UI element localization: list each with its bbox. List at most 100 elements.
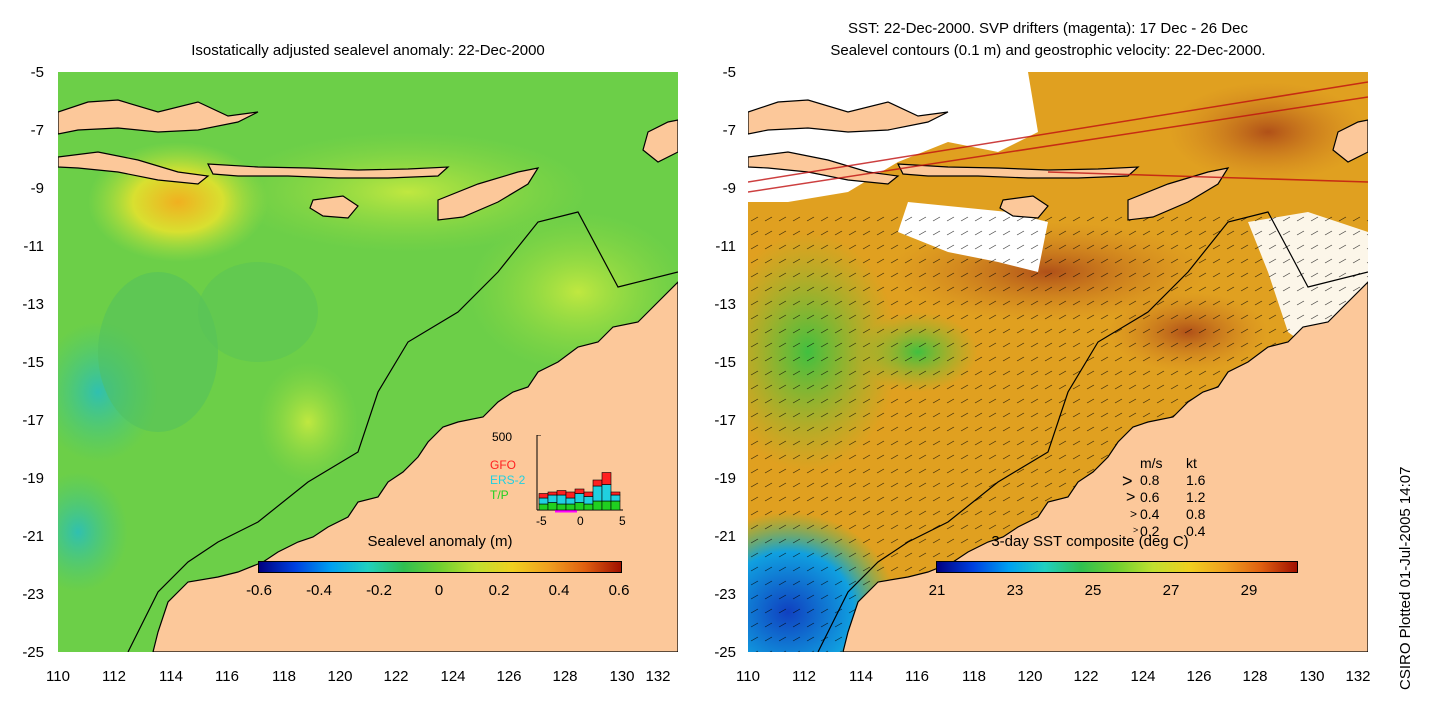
left-ytick-4: -13 <box>22 296 44 313</box>
right-xtick-8: 126 <box>1186 668 1212 685</box>
histogram-legend-tp: T/P <box>490 488 509 502</box>
histogram-bar-0-ers <box>538 497 549 505</box>
histogram-bar-2-ers <box>556 494 567 505</box>
plot-credit: CSIRO Plotted 01-Jul-2005 14:07 <box>1397 466 1414 690</box>
right-ytick-3: -11 <box>715 238 736 255</box>
histogram-bar-4-tp <box>574 502 585 511</box>
velocity-arrow-icon: > <box>1133 525 1139 535</box>
left-xtick-2: 114 <box>159 668 183 685</box>
histogram-xtick-0: -5 <box>536 514 547 528</box>
left-xtick-4: 118 <box>272 668 296 685</box>
histogram-bar-3-gfo <box>565 491 576 499</box>
histogram-bar-7-ers <box>601 484 612 502</box>
histogram-xtick-1: 0 <box>577 514 584 528</box>
histogram-bar-8-tp <box>610 500 621 511</box>
velocity-legend-ms-2: 0.4 <box>1140 506 1160 522</box>
histogram-bar-5-gfo <box>583 491 594 497</box>
histogram-plot <box>536 435 623 513</box>
velocity-legend-header-kt: kt <box>1186 455 1197 471</box>
timor-island <box>437 167 540 221</box>
right-colorbar <box>936 561 1298 573</box>
right-ytick-2: -9 <box>722 180 736 197</box>
right-xtick-0: 110 <box>736 668 760 685</box>
sst-sumba-island <box>999 195 1049 219</box>
histogram-ymax-label: 500 <box>492 430 513 444</box>
left-ytick-3: -11 <box>23 238 44 255</box>
velocity-legend-kt-3: 0.4 <box>1186 523 1206 539</box>
right-xtick-3: 116 <box>905 668 929 685</box>
left-panel-title: Isostatically adjusted sealevel anomaly:… <box>191 42 545 59</box>
right-xtick-1: 112 <box>792 668 816 685</box>
left-xtick-3: 116 <box>215 668 239 685</box>
drifter-track-2 <box>748 96 1368 193</box>
velocity-legend-header-ms: m/s <box>1140 455 1163 471</box>
left-ytick-5: -15 <box>22 354 44 371</box>
left-ytick-9: -23 <box>22 586 44 603</box>
left-cb-tick-5: 0.4 <box>548 582 570 599</box>
histogram-bar-6-ers <box>592 485 603 502</box>
left-cb-tick-4: 0.2 <box>488 582 510 599</box>
right-xtick-10: 130 <box>1299 668 1325 685</box>
histogram-bar-4-ers <box>574 493 585 503</box>
right-cb-tick-4: 29 <box>1240 582 1258 599</box>
left-xtick-1: 112 <box>102 668 126 685</box>
velocity-arrow-icon: > <box>1126 489 1136 506</box>
velocity-legend: m/s kt > 0.8 1.6 > 0.6 1.2 > 0.4 0.8 > 0… <box>1120 455 1240 565</box>
left-ytick-2: -9 <box>30 180 44 197</box>
shelf-contour <box>127 211 678 652</box>
histogram-bar-4-gfo <box>574 488 585 494</box>
histogram-bar-1-ers <box>547 494 558 503</box>
right-xtick-6: 122 <box>1073 668 1099 685</box>
right-cb-tick-3: 27 <box>1162 582 1180 599</box>
right-ytick-8: -21 <box>714 528 736 545</box>
histogram-bar-7-tp <box>601 500 612 511</box>
velocity-legend-ms-3: 0.2 <box>1140 523 1160 539</box>
histogram-bar-0-tp <box>538 503 549 511</box>
java-island <box>58 151 210 185</box>
histogram-bar-3-ers <box>565 497 576 505</box>
sst-north-coast <box>748 99 949 135</box>
drifter-track-1 <box>748 81 1368 183</box>
histogram-legend-ers2: ERS-2 <box>490 473 526 487</box>
right-panel-title-line2: Sealevel contours (0.1 m) and geostrophi… <box>830 42 1266 59</box>
velocity-legend-ms-0: 0.8 <box>1140 472 1160 488</box>
velocity-legend-kt-0: 1.6 <box>1186 472 1206 488</box>
sst-shelf-contour <box>817 211 1368 652</box>
right-cb-tick-2: 25 <box>1084 582 1102 599</box>
right-xtick-7: 124 <box>1130 668 1156 685</box>
left-xtick-7: 124 <box>440 668 466 685</box>
sumba-island <box>309 195 359 219</box>
histogram-bar-8-gfo <box>610 491 621 496</box>
left-cb-tick-6: 0.6 <box>608 582 630 599</box>
left-xtick-5: 120 <box>327 668 353 685</box>
right-ytick-1: -7 <box>722 122 736 139</box>
histogram-xtick-2: 5 <box>619 514 626 528</box>
left-ytick-10: -25 <box>22 644 44 661</box>
right-cb-tick-0: 21 <box>928 582 946 599</box>
left-ytick-8: -21 <box>22 528 44 545</box>
left-xtick-10: 130 <box>609 668 635 685</box>
left-ytick-0: -5 <box>30 64 44 81</box>
left-xtick-6: 122 <box>383 668 409 685</box>
sst-sulawesi-tip <box>1332 119 1368 163</box>
drifter-track-3 <box>1047 171 1368 183</box>
sealevel-anomaly-map <box>58 72 678 652</box>
left-ytick-7: -19 <box>22 470 44 487</box>
velocity-arrow-icon: > <box>1130 507 1138 521</box>
velocity-arrow-icon: > <box>1122 471 1133 491</box>
left-cb-tick-2: -0.2 <box>366 582 392 599</box>
right-colorbar-label: 3-day SST composite (deg C) <box>991 533 1189 550</box>
lesser-sunda-islands <box>206 163 450 179</box>
histogram-bar-5-tp <box>583 503 594 511</box>
right-xtick-5: 120 <box>1017 668 1043 685</box>
left-cb-tick-1: -0.4 <box>306 582 332 599</box>
left-ytick-1: -7 <box>30 122 44 139</box>
right-ytick-7: -19 <box>714 470 736 487</box>
left-xtick-8: 126 <box>496 668 522 685</box>
right-panel-title-line1: SST: 22-Dec-2000. SVP drifters (magenta)… <box>848 20 1248 37</box>
histogram-legend-gfo: GFO <box>490 458 516 472</box>
velocity-legend-kt-2: 0.8 <box>1186 506 1206 522</box>
right-ytick-5: -15 <box>714 354 736 371</box>
right-xtick-11: 132 <box>1345 668 1371 685</box>
histogram-bar-6-gfo <box>592 479 603 487</box>
